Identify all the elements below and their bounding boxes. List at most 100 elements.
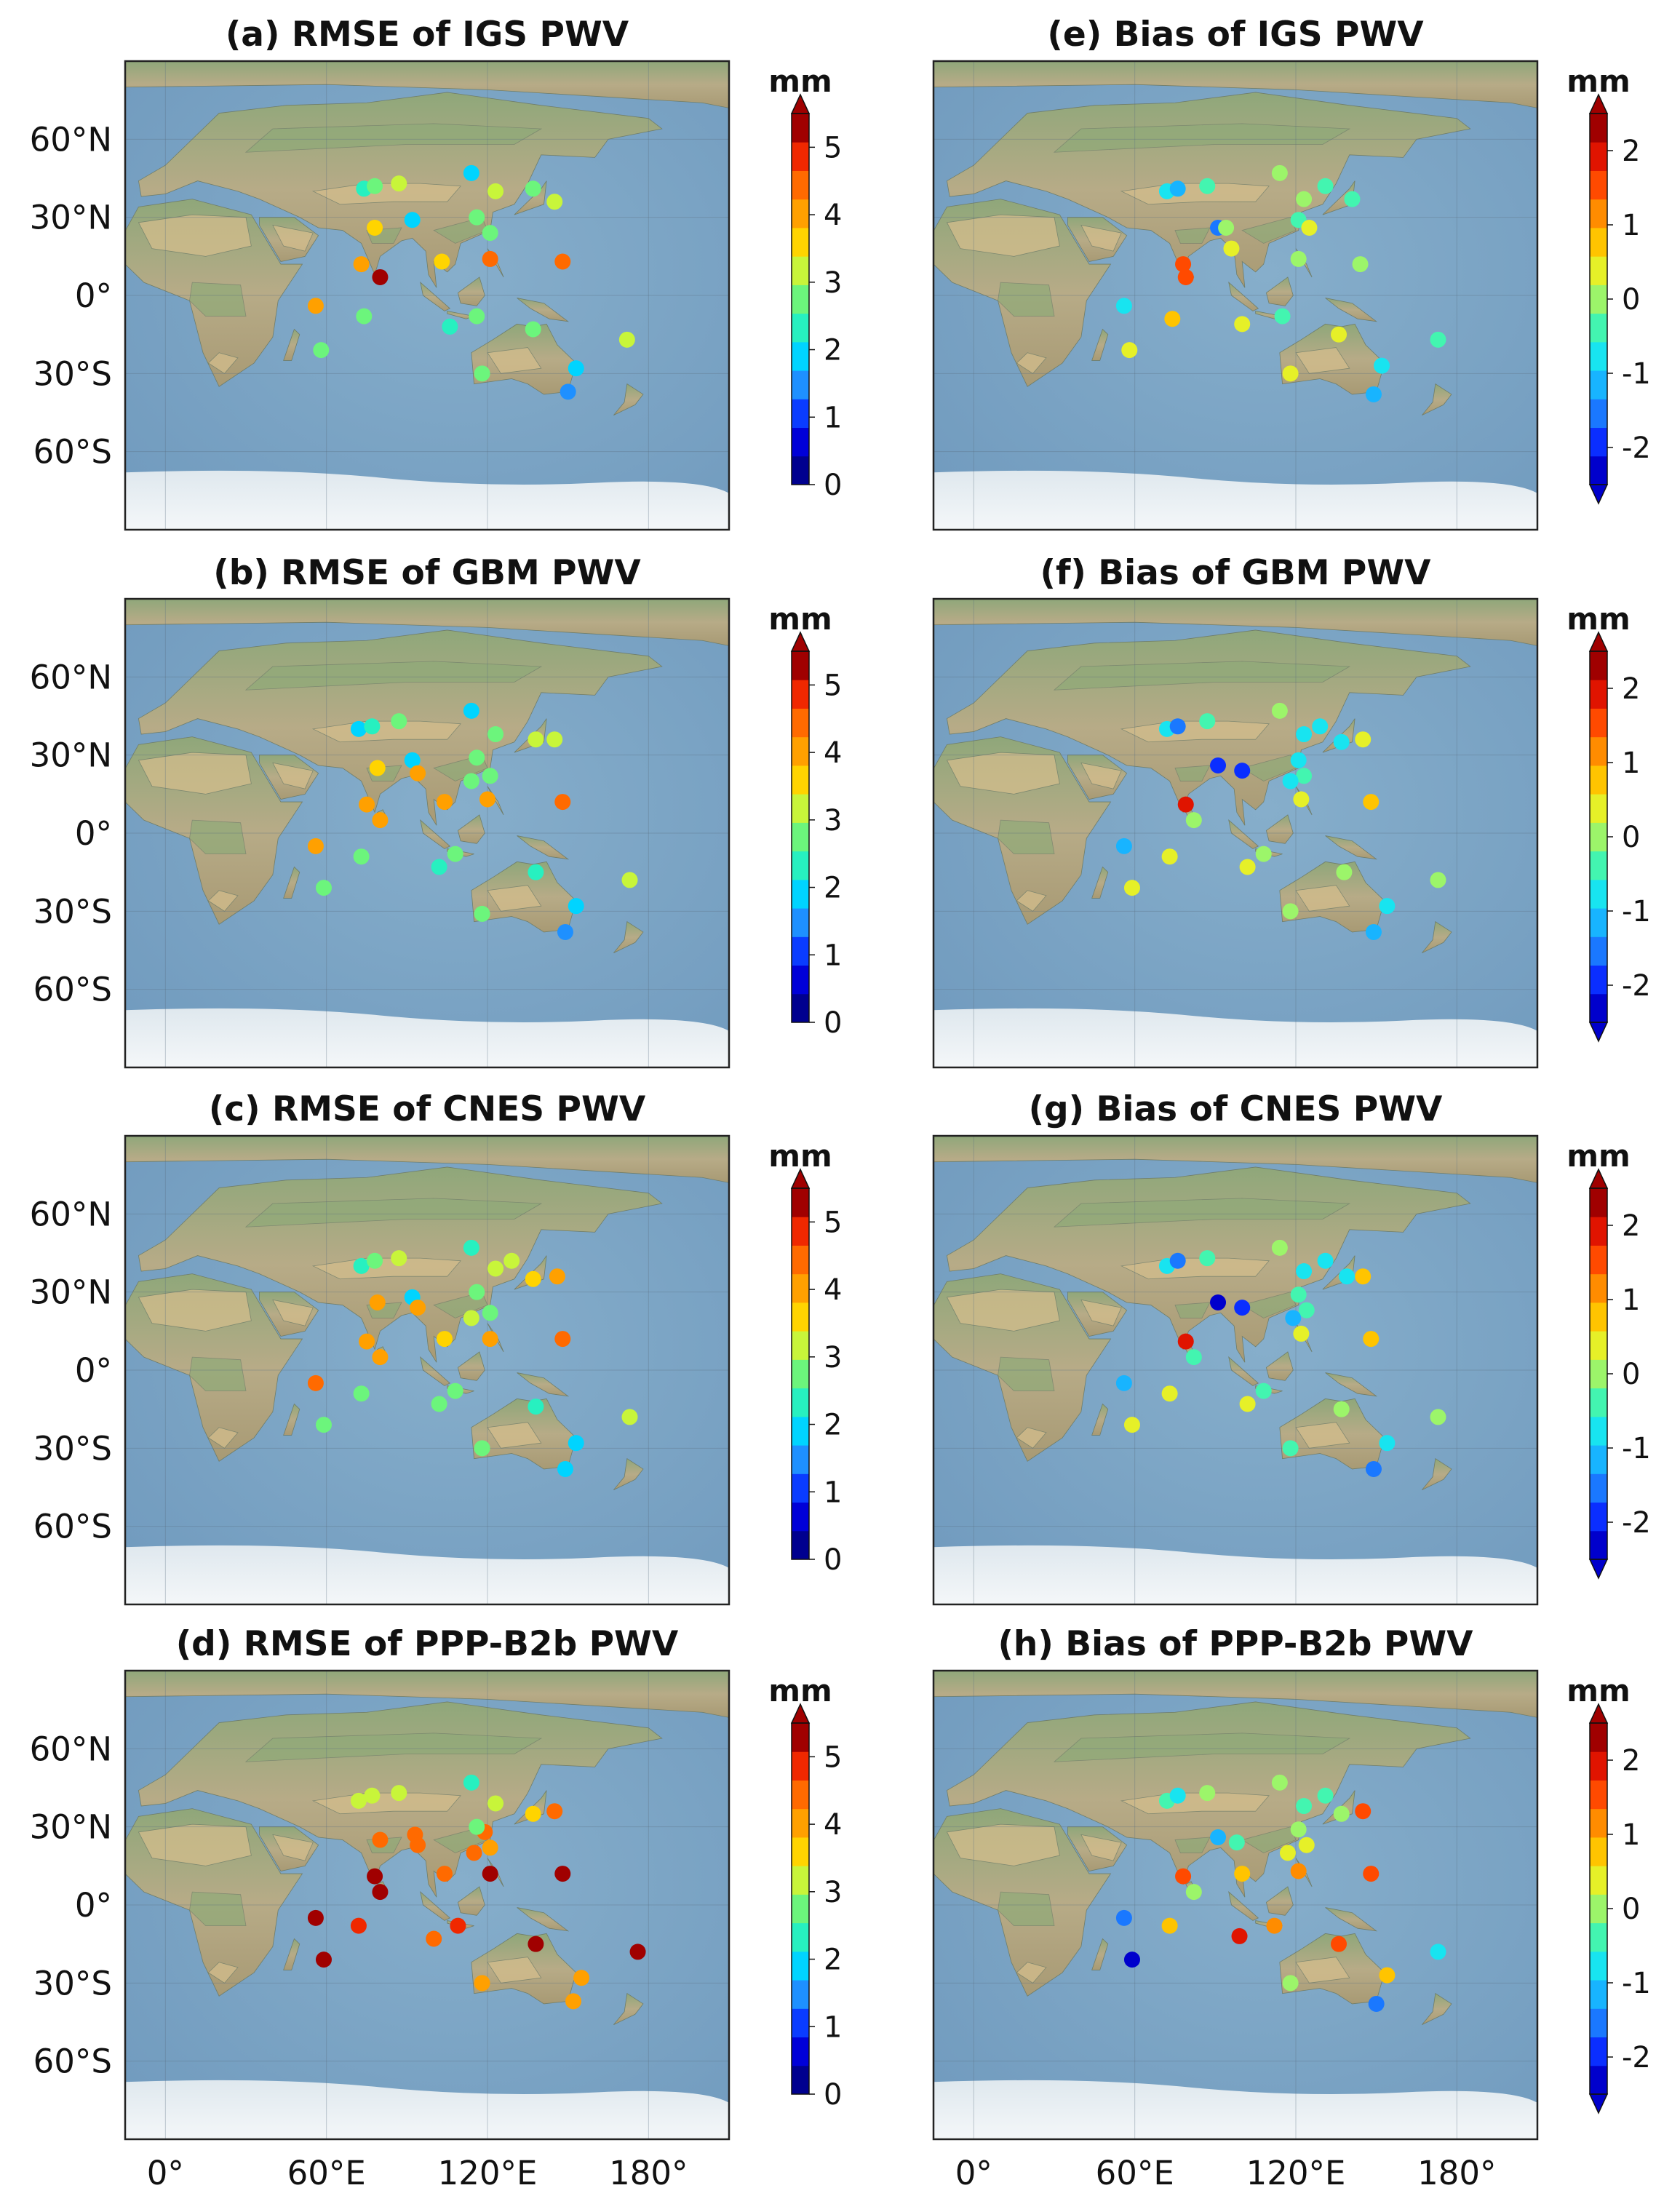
colorbar-tick-label: 0 bbox=[824, 2078, 842, 2112]
land bbox=[1265, 277, 1294, 306]
land bbox=[1422, 383, 1452, 415]
station-marker bbox=[426, 1930, 442, 1947]
colorbar-segment bbox=[792, 851, 809, 880]
vegetation bbox=[998, 282, 1055, 317]
colorbar-segment bbox=[1590, 936, 1607, 966]
colorbar-tick-label: -1 bbox=[1622, 1432, 1651, 1465]
colorbar-segment bbox=[792, 1951, 809, 1981]
station-marker bbox=[1161, 1917, 1178, 1934]
station-marker bbox=[474, 365, 490, 382]
station-marker bbox=[1430, 1409, 1446, 1425]
colorbar-segment bbox=[1590, 1922, 1607, 1952]
basemap bbox=[933, 1136, 1537, 1604]
colorbar-segment bbox=[792, 455, 809, 485]
colorbar-outline bbox=[791, 651, 810, 1023]
station-marker bbox=[1363, 1866, 1380, 1882]
colorbar-tick-label: 0 bbox=[824, 1543, 842, 1577]
colorbar-segment bbox=[792, 227, 809, 257]
colorbar-segment bbox=[792, 1217, 809, 1246]
desert bbox=[1295, 347, 1350, 374]
colorbar-tick-label: 2 bbox=[824, 334, 842, 367]
colorbar-extend-min bbox=[1588, 484, 1609, 505]
colorbar-segment bbox=[1590, 1388, 1607, 1417]
colorbar-segment bbox=[792, 1445, 809, 1474]
station-marker bbox=[1199, 1250, 1216, 1267]
station-marker bbox=[469, 1284, 485, 1300]
land bbox=[283, 1938, 300, 1970]
basemap bbox=[933, 599, 1537, 1067]
lon-tick-label: 60°E bbox=[287, 2154, 366, 2192]
desert bbox=[487, 885, 542, 912]
colorbar-tick-label: 0 bbox=[824, 1006, 842, 1040]
desert bbox=[1120, 183, 1270, 205]
station-marker bbox=[1199, 1785, 1216, 1802]
colorbar-segment bbox=[792, 341, 809, 371]
colorbar-tick-label: 4 bbox=[824, 736, 842, 770]
desert bbox=[946, 214, 1060, 257]
station-marker bbox=[528, 1399, 544, 1415]
station-marker bbox=[474, 1975, 490, 1992]
colorbar-tick-label: 2 bbox=[824, 1409, 842, 1442]
antarctica bbox=[933, 1545, 1537, 1604]
station-marker bbox=[1177, 796, 1194, 813]
lat-tick-label: 30°S bbox=[33, 892, 112, 931]
vegetation bbox=[244, 661, 543, 691]
station-marker bbox=[1199, 713, 1216, 730]
station-marker bbox=[367, 1252, 383, 1269]
station-marker bbox=[1317, 1252, 1334, 1269]
colorbar-segment bbox=[792, 680, 809, 709]
lat-tick-label: 0° bbox=[75, 1886, 112, 1925]
land bbox=[1228, 1891, 1259, 1921]
lon-tick-label: 0° bbox=[955, 2154, 992, 2192]
station-marker bbox=[410, 765, 426, 781]
land bbox=[933, 1136, 1537, 1183]
panel-title: (h) Bias of PPP-B2b PWV bbox=[998, 1624, 1473, 1664]
station-marker bbox=[463, 702, 479, 719]
station-marker bbox=[1290, 1821, 1307, 1838]
colorbar-unit: mm bbox=[1566, 1673, 1631, 1708]
vegetation bbox=[1241, 755, 1297, 781]
desert bbox=[946, 752, 1060, 795]
colorbar-segment bbox=[1590, 1751, 1607, 1781]
station-marker bbox=[372, 1831, 389, 1848]
colorbar-outline bbox=[791, 1187, 810, 1560]
colorbar-tick-label: 5 bbox=[824, 131, 842, 164]
colorbar-segment bbox=[1590, 1894, 1607, 1924]
panel-rmse-cnes: (c) RMSE of CNES PWV 60°N 30°N 0° 30°S 60°S m… bbox=[30, 1089, 842, 1606]
station-marker bbox=[410, 1300, 426, 1316]
colorbar-tick-label: 3 bbox=[824, 1341, 842, 1374]
colorbar-segment bbox=[1590, 1416, 1607, 1446]
colorbar-segment bbox=[1590, 1723, 1607, 1752]
panel-bias-gbm: (f) Bias of GBM PWV mm -2 -1 0 1 2 bbox=[932, 553, 1651, 1069]
colorbar-segment bbox=[792, 1780, 809, 1810]
station-marker bbox=[1285, 1310, 1302, 1326]
desert bbox=[138, 752, 252, 795]
land bbox=[1091, 1938, 1109, 1970]
panel-bias-cnes: (g) Bias of CNES PWV mm -2 -1 0 1 2 bbox=[932, 1089, 1651, 1606]
desert bbox=[1295, 1957, 1350, 1984]
colorbar-segment bbox=[792, 2065, 809, 2095]
desert bbox=[1016, 890, 1047, 912]
colorbar-tick-label: -2 bbox=[1622, 2041, 1651, 2074]
vegetation bbox=[1241, 1292, 1297, 1318]
station-marker bbox=[1365, 1460, 1382, 1477]
station-marker bbox=[1296, 1263, 1313, 1280]
station-marker bbox=[554, 1331, 571, 1348]
land bbox=[1228, 282, 1259, 311]
station-marker bbox=[431, 859, 447, 875]
colorbar-unit: mm bbox=[768, 1138, 832, 1174]
lon-tick-label: 120°E bbox=[1246, 2154, 1346, 2192]
station-marker bbox=[353, 1257, 370, 1274]
colorbar-tick-label: 0 bbox=[1622, 1893, 1640, 1926]
land bbox=[125, 1136, 729, 1183]
land bbox=[1422, 1992, 1452, 2025]
vegetation bbox=[244, 1732, 543, 1762]
colorbar-segment bbox=[1590, 142, 1607, 171]
desert bbox=[1016, 1427, 1047, 1449]
colorbar-segment bbox=[1590, 1302, 1607, 1332]
station-marker bbox=[1121, 342, 1138, 359]
station-marker bbox=[1344, 191, 1361, 207]
station-marker bbox=[1298, 1302, 1315, 1318]
station-marker bbox=[436, 1331, 453, 1348]
colorbar-tick-label: 1 bbox=[1622, 1284, 1640, 1317]
